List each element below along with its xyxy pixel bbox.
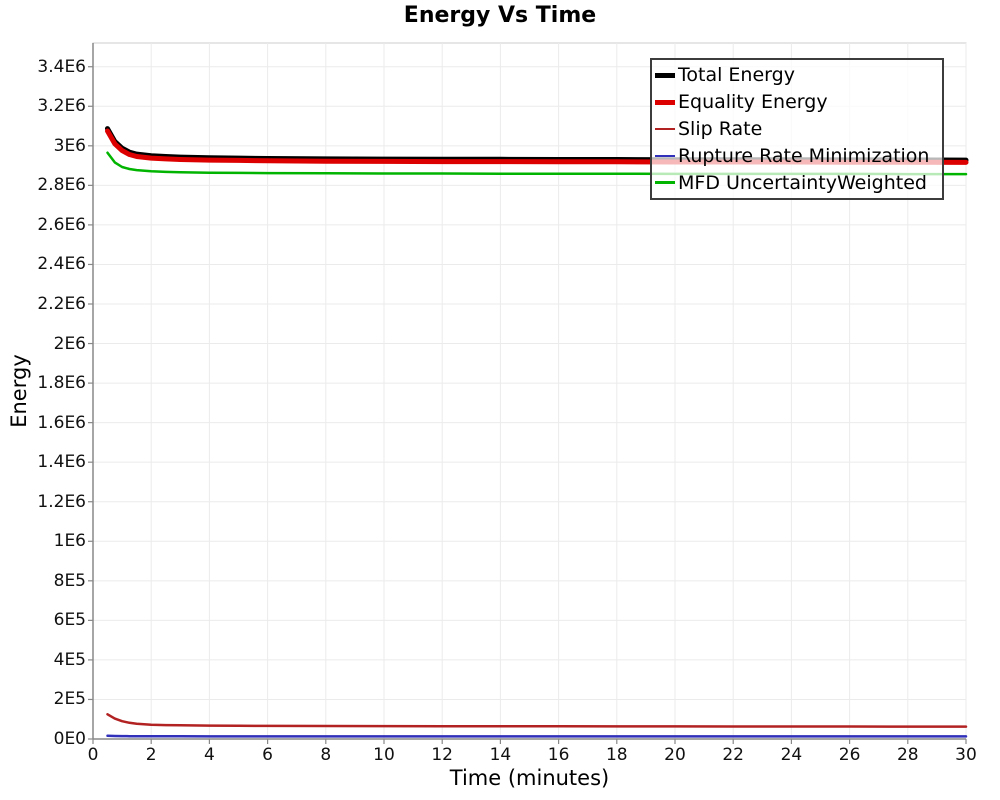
y-tick-label: 3.2E6 [37,96,86,117]
y-tick-label: 2.4E6 [37,254,86,275]
y-axis-label: Energy [7,354,31,428]
x-tick-label: 2 [145,745,157,765]
legend: Total Energy Equality Energy Slip Rate Rupt… [650,58,944,200]
y-tick-label: 3.4E6 [37,56,86,77]
legend-line-sample [655,72,675,78]
y-tick-label: 2.8E6 [37,175,86,196]
legend-item-equality-energy: Equality Energy [655,91,939,113]
series-line-rupture-rate-minimization [106,734,968,738]
y-tick-label: 3E6 [53,135,86,156]
legend-item-total-energy: Total Energy [655,64,939,86]
y-tick-label: 4E5 [53,649,86,670]
legend-line-sample [655,154,675,158]
legend-item-mfd-uncertaintyweighted: MFD UncertaintyWeighted [655,172,939,194]
legend-label: Slip Rate [678,117,763,140]
x-axis-label: Time (minutes) [449,766,610,790]
x-tick-label: 20 [664,745,686,765]
x-tick-label: 24 [780,745,803,765]
x-tick-label: 0 [87,745,99,765]
y-tick-label: 1E6 [53,531,86,552]
x-tick-label: 4 [203,745,215,765]
y-tick-label: 2E6 [53,333,86,354]
x-tick-label: 28 [896,745,919,765]
x-tick-label: 10 [373,745,395,765]
x-tick-label: 8 [320,745,332,765]
legend-line-sample [655,99,675,105]
series-line-slip-rate [106,713,968,728]
x-tick-label: 30 [955,745,977,765]
y-tick-label: 2.6E6 [37,214,86,235]
legend-line-sample [655,181,675,184]
legend-item-rupture-rate-minimization: Rupture Rate Minimization [655,145,939,167]
y-tick-label: 2.2E6 [37,294,86,314]
y-tick-label: 6E5 [53,610,86,631]
x-tick-label: 14 [489,745,512,765]
legend-label: Total Energy [678,64,795,87]
y-tick-label: 1.8E6 [37,373,86,394]
y-tick-label: 2E5 [53,689,86,710]
x-tick-label: 16 [547,745,570,765]
legend-line-sample [655,127,675,131]
legend-label: MFD UncertaintyWeighted [678,171,927,194]
y-tick-label: 0E0 [53,729,86,749]
y-tick-label: 8E5 [53,570,86,591]
x-tick-label: 6 [262,745,273,765]
x-tick-label: 12 [431,745,453,765]
legend-label: Rupture Rate Minimization [678,144,930,167]
chart-title: Energy Vs Time [403,3,597,28]
x-tick-label: 18 [605,745,628,765]
legend-label: Equality Energy [678,91,828,114]
x-tick-label: 26 [838,745,861,765]
y-tick-label: 1.6E6 [37,412,86,433]
x-tick-label: 22 [722,745,744,765]
legend-item-slip-rate: Slip Rate [655,118,939,140]
y-tick-label: 1.2E6 [37,491,86,512]
y-tick-label: 1.4E6 [37,452,86,473]
